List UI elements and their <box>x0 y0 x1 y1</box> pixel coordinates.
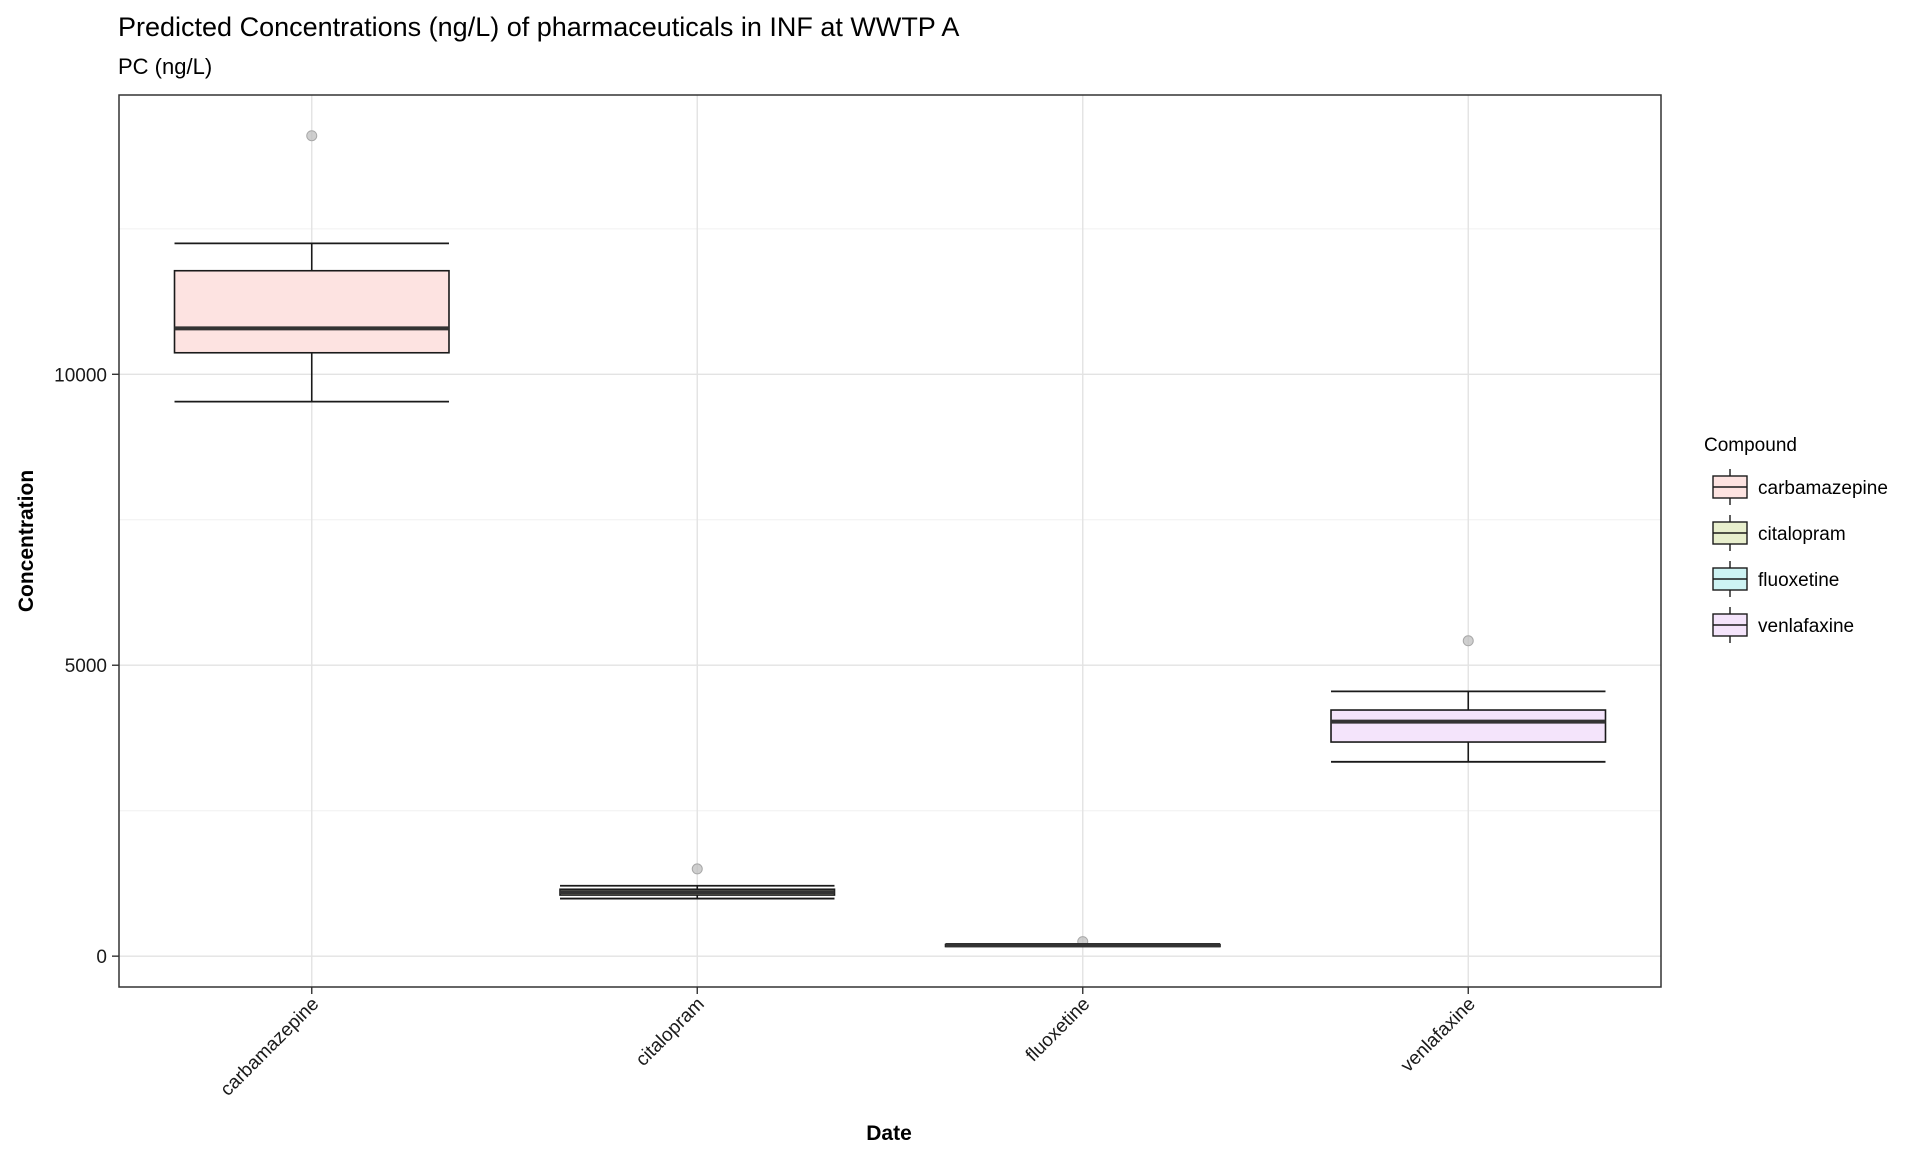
box-iqr <box>173 269 450 354</box>
box-citalopram <box>559 863 836 900</box>
legend-label: citalopram <box>1758 524 1846 545</box>
x-tick-label: fluoxetine <box>1022 994 1094 1066</box>
legend-label: fluoxetine <box>1758 570 1839 591</box>
box-layer <box>173 130 1607 948</box>
x-tick-label: venlafaxine <box>1397 994 1480 1077</box>
legend-label: venlafaxine <box>1758 616 1854 637</box>
y-tick-label: 10000 <box>54 365 107 386</box>
legend: Compound carbamazepine citalopram fluoxeti… <box>1704 435 1888 643</box>
plot-panel-border <box>118 94 1662 988</box>
chart-title: Predicted Concentrations (ng/L) of pharm… <box>118 12 960 42</box>
box-iqr <box>1330 709 1607 743</box>
legend-item-carbamazepine: carbamazepine <box>1712 469 1888 505</box>
y-tick-label: 5000 <box>65 656 107 677</box>
y-axis-title: Concentration <box>15 470 38 612</box>
outlier-point <box>1462 635 1474 647</box>
box-carbamazepine <box>173 130 450 403</box>
outlier-point <box>691 863 703 875</box>
legend-title: Compound <box>1704 435 1797 456</box>
x-tick-label: carbamazepine <box>217 994 324 1101</box>
x-tick-label: citalopram <box>632 994 709 1071</box>
legend-item-venlafaxine: venlafaxine <box>1712 607 1854 643</box>
box-fluoxetine <box>944 936 1221 948</box>
outlier-point <box>306 130 318 142</box>
box-venlafaxine <box>1330 635 1607 763</box>
chart-subtitle: PC (ng/L) <box>118 54 213 79</box>
grid-layer <box>119 95 1661 987</box>
y-tick-label: 0 <box>96 947 107 968</box>
legend-label: carbamazepine <box>1758 478 1888 499</box>
legend-item-fluoxetine: fluoxetine <box>1712 561 1839 597</box>
x-axis-title: Date <box>866 1122 912 1145</box>
legend-item-citalopram: citalopram <box>1712 515 1846 551</box>
